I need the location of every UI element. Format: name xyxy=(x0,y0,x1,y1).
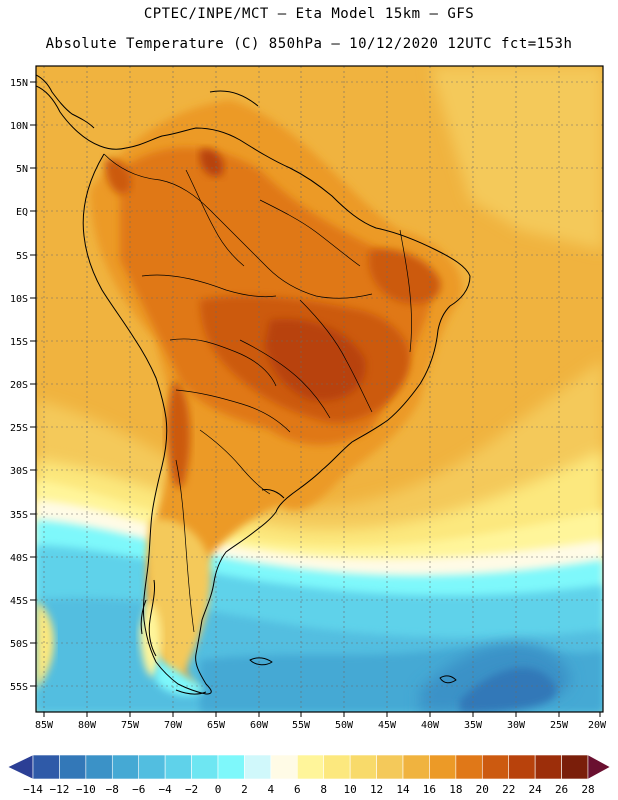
colorbar-bin xyxy=(349,754,377,780)
lon-label: 50W xyxy=(335,720,354,731)
lat-label: 10N xyxy=(10,121,28,132)
colorbar-label: 10 xyxy=(344,783,357,796)
lat-label: 10S xyxy=(10,294,28,305)
map-title: CPTEC/INPE/MCT – Eta Model 15km – GFS xyxy=(143,6,475,22)
colorbar-label: −8 xyxy=(106,783,119,796)
colorbar-label: 12 xyxy=(370,783,383,796)
colorbar-labels: −14 −12 −10 −8 −6 −4 −2 0 2 4 6 8 10 12 14 16 18 20 22 24 26… xyxy=(23,783,595,796)
colorbar-label: 2 xyxy=(241,783,248,796)
colorbar-bin xyxy=(455,754,483,780)
lon-label: 30W xyxy=(507,720,526,731)
colorbar-label: −4 xyxy=(159,783,173,796)
colorbar-bin xyxy=(111,754,140,780)
colorbar-bin xyxy=(32,754,60,780)
colorbar-max-arrow xyxy=(587,754,611,780)
colorbar-label: 6 xyxy=(294,783,301,796)
colorbar-label: 22 xyxy=(502,783,515,796)
colorbar-label: 4 xyxy=(268,783,275,796)
colorbar-min-arrow xyxy=(7,754,34,780)
lat-label: 5N xyxy=(16,164,28,175)
lat-label: 35S xyxy=(10,510,28,521)
colorbar-label: 18 xyxy=(449,783,462,796)
colorbar-label: 24 xyxy=(529,783,543,796)
colorbar-bin xyxy=(323,754,351,780)
colorbar-label: −2 xyxy=(185,783,198,796)
colorbar-label: −12 xyxy=(49,783,69,796)
lat-label: 15S xyxy=(10,337,28,348)
colorbar-bin xyxy=(85,754,113,780)
colorbar xyxy=(7,754,611,780)
colorbar-label: 28 xyxy=(581,783,594,796)
colorbar-label: 20 xyxy=(476,783,489,796)
lat-label: 50S xyxy=(10,639,28,650)
lat-label: 25S xyxy=(10,423,28,434)
lon-label: 35W xyxy=(464,720,483,731)
colorbar-label: 26 xyxy=(555,783,568,796)
lat-label: 20S xyxy=(10,380,28,391)
colorbar-bin xyxy=(402,754,430,780)
longitude-labels: 85W 80W 75W 70W 65W 60W 55W 50W 45W 40W … xyxy=(35,720,607,731)
lat-label: 5S xyxy=(16,251,28,262)
tick-marks xyxy=(30,81,601,717)
colorbar-label: −14 xyxy=(23,783,43,796)
colorbar-label: 0 xyxy=(215,783,222,796)
country-borders xyxy=(103,153,412,633)
colorbar-label: 14 xyxy=(396,783,410,796)
lon-label: 80W xyxy=(78,720,97,731)
colorbar-bin xyxy=(429,754,457,780)
lon-label: 20W xyxy=(588,720,607,731)
lon-label: 25W xyxy=(550,720,569,731)
colorbar-bin xyxy=(270,754,298,780)
colorbar-label: 16 xyxy=(423,783,436,796)
lat-label: EQ xyxy=(16,207,28,218)
colorbar-label: −10 xyxy=(76,783,96,796)
colorbar-bin xyxy=(376,754,404,780)
lon-label: 60W xyxy=(250,720,269,731)
lon-label: 65W xyxy=(207,720,226,731)
map-frame xyxy=(35,65,604,713)
lon-label: 45W xyxy=(378,720,397,731)
lon-label: 85W xyxy=(35,720,54,731)
colorbar-label: 8 xyxy=(320,783,327,796)
colorbar-bin xyxy=(191,754,219,780)
lat-label: 55S xyxy=(10,682,28,693)
lat-label: 30S xyxy=(10,466,28,477)
colorbar-bin xyxy=(138,754,166,780)
lon-label: 70W xyxy=(164,720,183,731)
colorbar-bin xyxy=(217,754,245,780)
latitude-labels: 15N 10N 5N EQ 5S 10S 15S 20S 25S 30S 35S… xyxy=(10,78,28,693)
colorbar-bin xyxy=(481,754,510,780)
colorbar-bin xyxy=(561,754,589,780)
lon-label: 75W xyxy=(121,720,140,731)
lon-label: 40W xyxy=(421,720,440,731)
colorbar-bin xyxy=(508,754,536,780)
lat-label: 45S xyxy=(10,596,28,607)
colorbar-bin xyxy=(164,754,192,780)
temperature-field xyxy=(36,66,603,712)
coastlines xyxy=(36,74,471,695)
colorbar-bin xyxy=(244,754,272,780)
colorbar-bin xyxy=(59,754,87,780)
lat-label: 40S xyxy=(10,553,28,564)
colorbar-bin xyxy=(534,754,562,780)
colorbar-bin xyxy=(296,754,325,780)
lat-label: 15N xyxy=(10,78,28,89)
lon-label: 55W xyxy=(292,720,311,731)
map-subtitle: Absolute Temperature (C) 850hPa – 10/12/… xyxy=(45,36,573,52)
colorbar-label: −6 xyxy=(132,783,145,796)
